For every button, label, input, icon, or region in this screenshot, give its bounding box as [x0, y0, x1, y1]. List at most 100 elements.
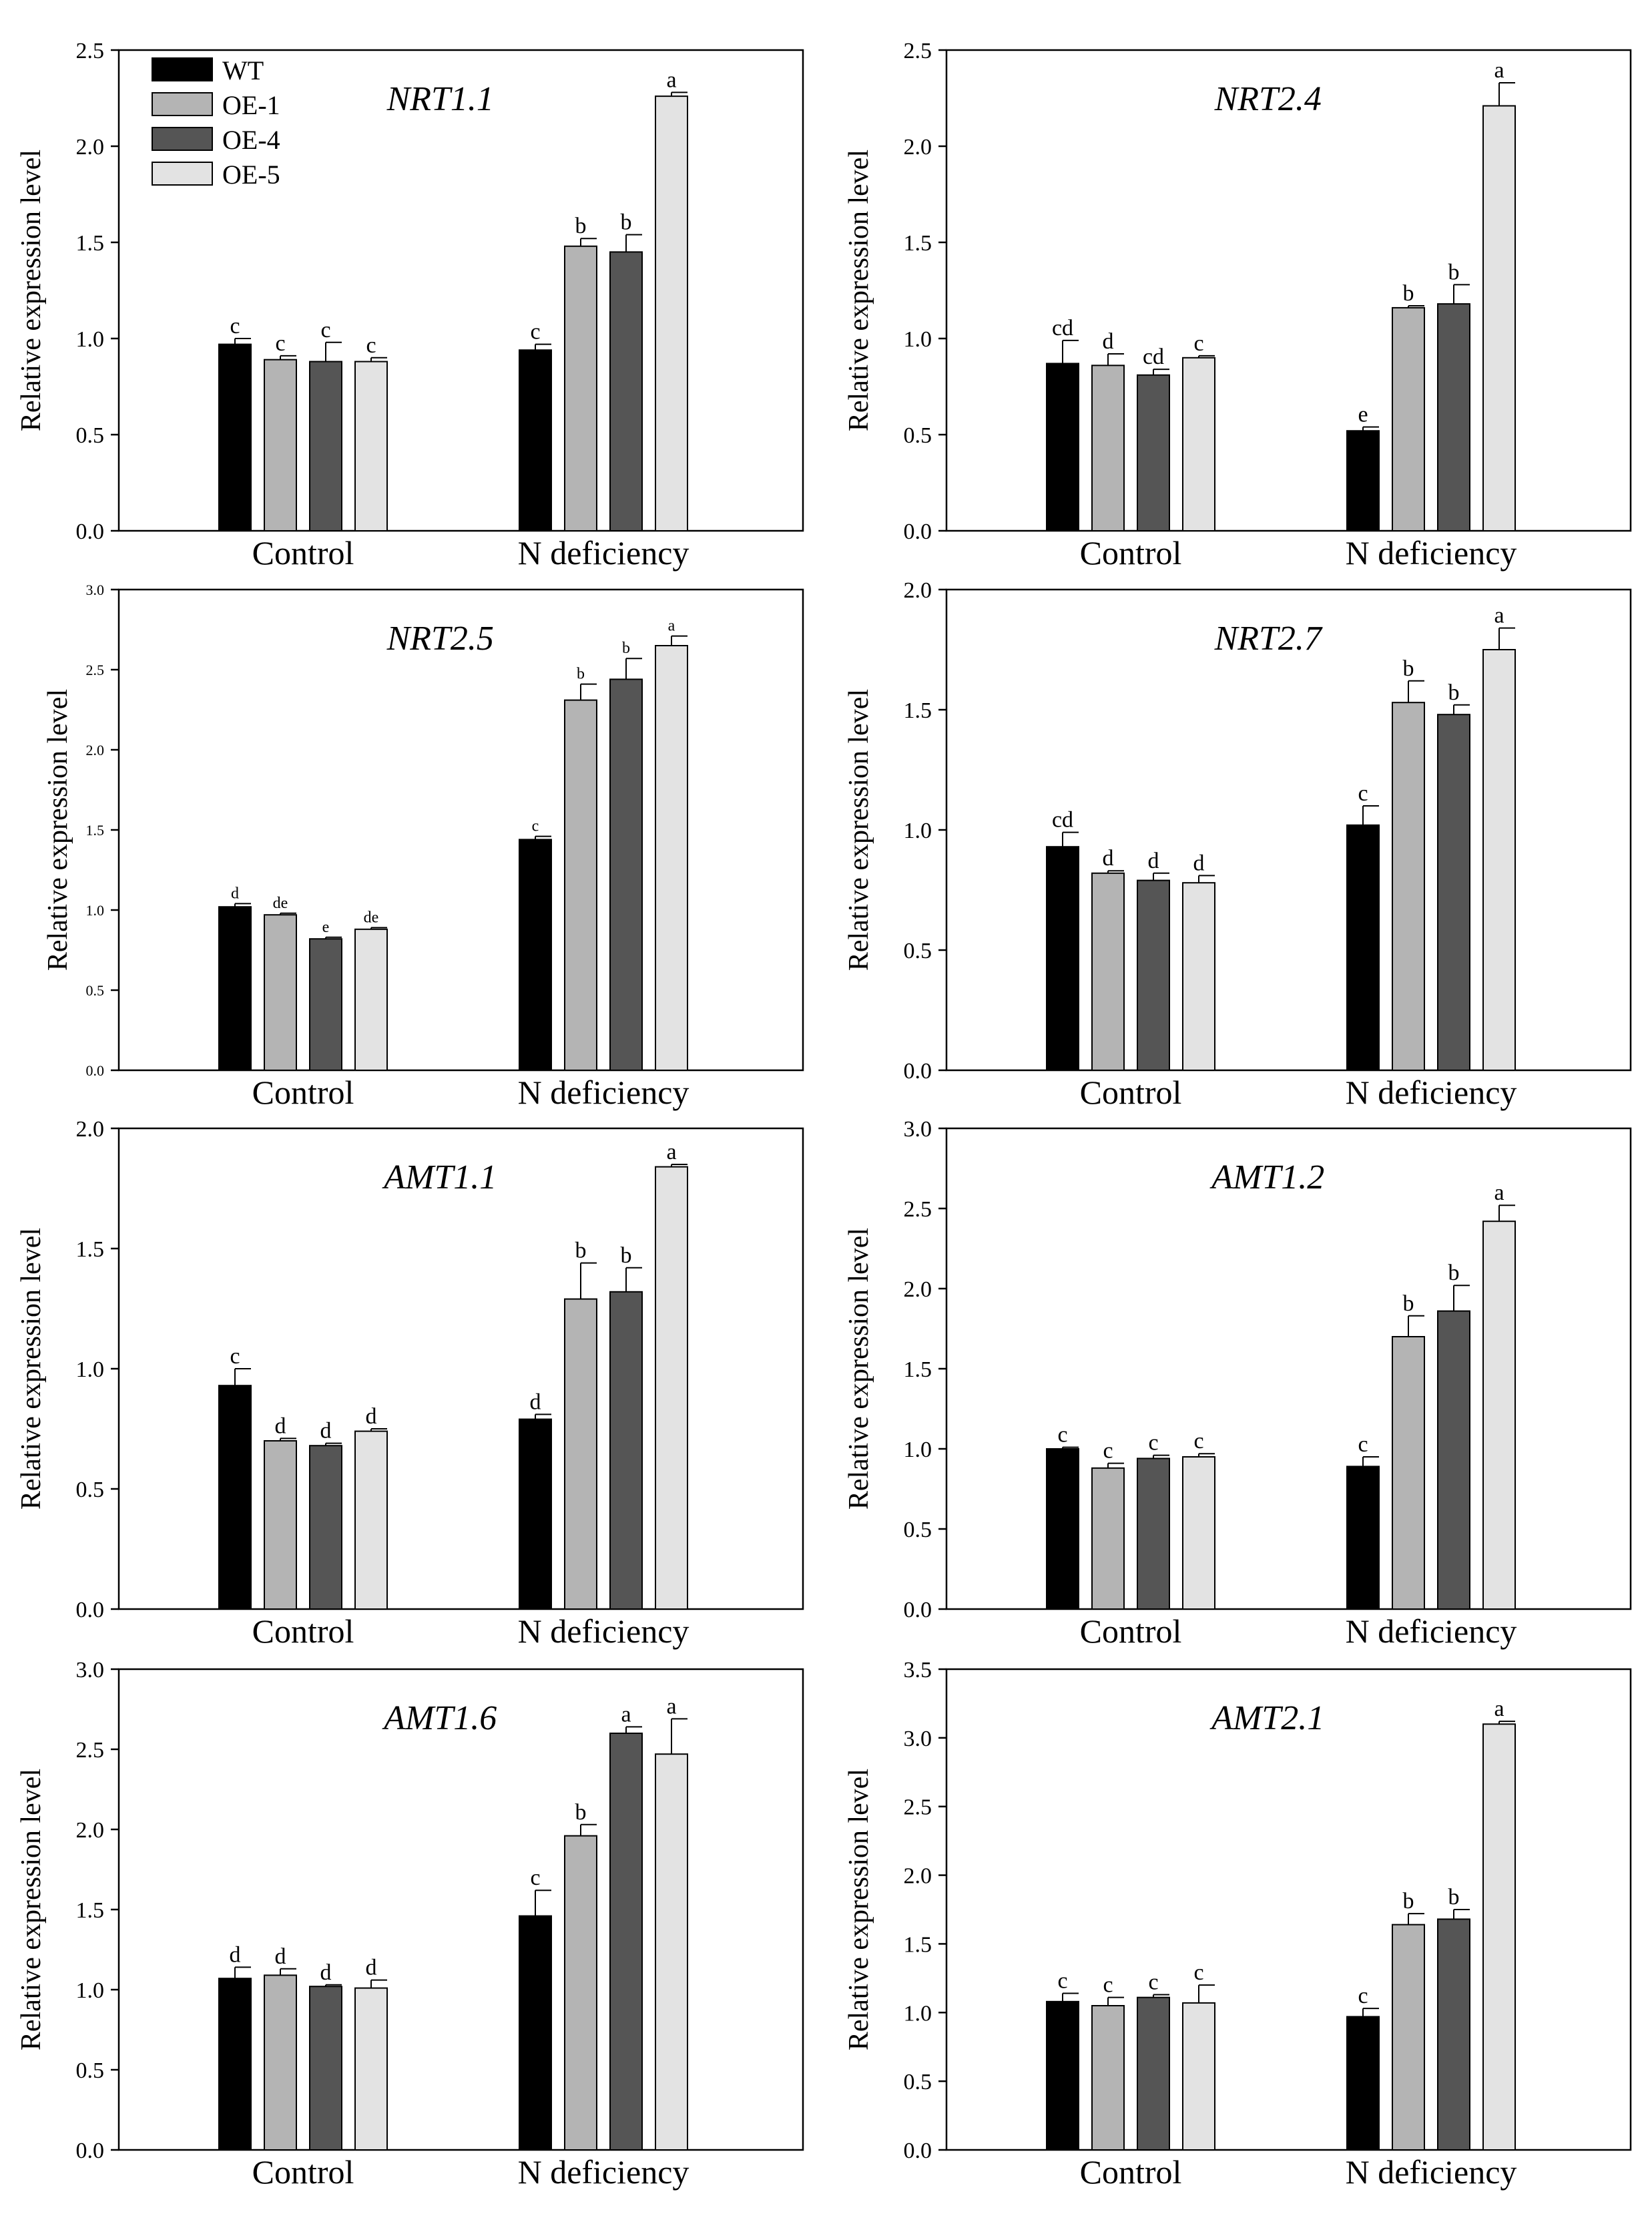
bar-oe-1 [1392, 1336, 1425, 1610]
bar-oe-4 [1437, 1918, 1470, 2151]
bar-wt [1046, 1448, 1079, 1610]
bar-oe-1 [564, 1298, 597, 1610]
legend-swatch-wt [152, 57, 213, 81]
y-axis-label: Relative expression level [844, 1228, 874, 1510]
legend-label-wt: WT [222, 55, 264, 85]
chart-panel-nrt1-1: 0.0 0.5 1.0 1.5 2.0 2.5 Relative expression le… [16, 39, 804, 572]
significance-label: c [1193, 1429, 1203, 1454]
bar-oe-4 [609, 251, 643, 531]
y-tick-label: 1.5 [904, 231, 932, 256]
y-tick-label: 1.5 [904, 698, 932, 723]
category-label: Control [1080, 534, 1182, 572]
y-tick-label: 0.5 [904, 423, 932, 448]
bar-oe-5 [655, 1753, 688, 2151]
bar-wt [519, 1915, 552, 2151]
significance-label: b [575, 1800, 587, 1825]
category-label: N deficiency [518, 2153, 690, 2191]
chart-panel-amt2-1: 0.0 0.5 1.0 1.5 2.0 2.5 3.0 3.5 Relative express… [844, 1658, 1632, 2191]
significance-label: c [230, 1344, 240, 1369]
bar-oe-1 [1091, 2005, 1125, 2151]
significance-label: d [275, 1944, 286, 1969]
y-tick-label: 0.0 [904, 2139, 932, 2163]
chart-panel-amt1-2: 0.0 0.5 1.0 1.5 2.0 2.5 3.0 Relative expression… [844, 1117, 1632, 1650]
y-tick-label: 0.0 [904, 1059, 932, 1084]
bar-oe-4 [1137, 879, 1170, 1071]
legend-swatch-oe-5 [152, 162, 213, 186]
chart-title: AMT1.2 [1209, 1158, 1324, 1196]
bar-oe-1 [1392, 306, 1425, 531]
chart-title: AMT2.1 [1209, 1699, 1324, 1737]
significance-label: de [364, 909, 379, 926]
bar-oe-5 [655, 645, 688, 1071]
bar-oe-4 [1137, 1458, 1170, 1610]
significance-label: a [1494, 1180, 1504, 1205]
significance-label: d [320, 1960, 332, 1985]
y-tick-label: 0.0 [904, 1598, 932, 1622]
bar-oe-4 [609, 678, 643, 1071]
y-tick-label: 1.5 [76, 1898, 105, 1923]
y-tick-label: 0.0 [76, 1598, 105, 1622]
significance-label: b [1403, 656, 1414, 681]
y-tick-label: 1.5 [76, 231, 105, 256]
significance-label: de [273, 895, 288, 912]
significance-label: d [366, 1956, 377, 1980]
y-axis-label: Relative expression level [844, 1769, 874, 2050]
category-label: N deficiency [1346, 2153, 1517, 2191]
bar-wt [1046, 363, 1079, 531]
significance-label: a [1494, 1697, 1504, 1721]
bar-oe-4 [309, 1986, 342, 2151]
y-axis-label: Relative expression level [16, 150, 47, 431]
significance-label: c [366, 333, 376, 358]
significance-label: b [575, 1239, 587, 1263]
significance-label: b [1403, 1291, 1414, 1316]
significance-label: b [577, 666, 585, 683]
category-label: Control [252, 534, 354, 572]
category-label: N deficiency [1346, 534, 1517, 572]
legend-swatch-oe-1 [152, 92, 213, 116]
significance-label: a [621, 1702, 631, 1727]
significance-label: b [1403, 1889, 1414, 1914]
bar-oe-5 [655, 95, 688, 531]
category-label: N deficiency [1346, 1074, 1517, 1111]
significance-label: b [1403, 281, 1414, 306]
bar-oe-1 [264, 359, 297, 531]
y-tick-label: 0.0 [76, 519, 105, 544]
significance-label: d [1193, 851, 1205, 875]
chart-panel-amt1-6: 0.0 0.5 1.0 1.5 2.0 2.5 3.0 Relative expression… [16, 1658, 804, 2191]
bar-wt [1046, 846, 1079, 1071]
bar-oe-1 [1091, 1467, 1125, 1610]
y-tick-label: 2.5 [904, 39, 932, 63]
bar-oe-4 [609, 1291, 643, 1610]
chart-panel-nrt2-5: 0.0 0.5 1.0 1.5 2.0 2.5 3.0 Relative expression… [43, 582, 804, 1111]
bar-oe-1 [264, 1440, 297, 1610]
bar-oe-5 [1482, 649, 1516, 1071]
y-tick-label: 2.5 [86, 662, 105, 678]
significance-label: c [320, 318, 330, 343]
y-tick-label: 1.5 [76, 1237, 105, 1262]
significance-label: b [622, 640, 630, 657]
significance-label: b [1448, 1261, 1460, 1285]
chart-title: NRT2.5 [386, 620, 494, 658]
y-tick-label: 2.5 [76, 1738, 105, 1763]
significance-label: c [530, 1865, 540, 1890]
category-label: Control [1080, 1074, 1182, 1111]
bar-oe-1 [1392, 702, 1425, 1071]
chart-panel-amt1-1: 0.0 0.5 1.0 1.5 2.0 Relative expression level… [16, 1117, 804, 1650]
bar-oe-5 [354, 1987, 388, 2151]
chart-title: NRT2.7 [1214, 620, 1323, 658]
category-label: Control [1080, 2153, 1182, 2191]
y-tick-label: 1.0 [904, 2001, 932, 2026]
y-tick-label: 3.0 [76, 1658, 105, 1683]
significance-label: a [666, 1694, 676, 1719]
y-tick-label: 2.0 [76, 1117, 105, 1142]
significance-label: c [1057, 1423, 1067, 1448]
y-tick-label: 0.5 [76, 423, 105, 448]
bar-oe-4 [1437, 303, 1470, 531]
category-label: Control [252, 1612, 354, 1650]
significance-label: b [621, 210, 632, 234]
significance-label: b [575, 214, 587, 238]
bar-oe-5 [1482, 1723, 1516, 2151]
bar-oe-5 [1482, 1220, 1516, 1610]
bar-oe-1 [264, 1974, 297, 2151]
y-tick-label: 0.5 [86, 982, 105, 999]
